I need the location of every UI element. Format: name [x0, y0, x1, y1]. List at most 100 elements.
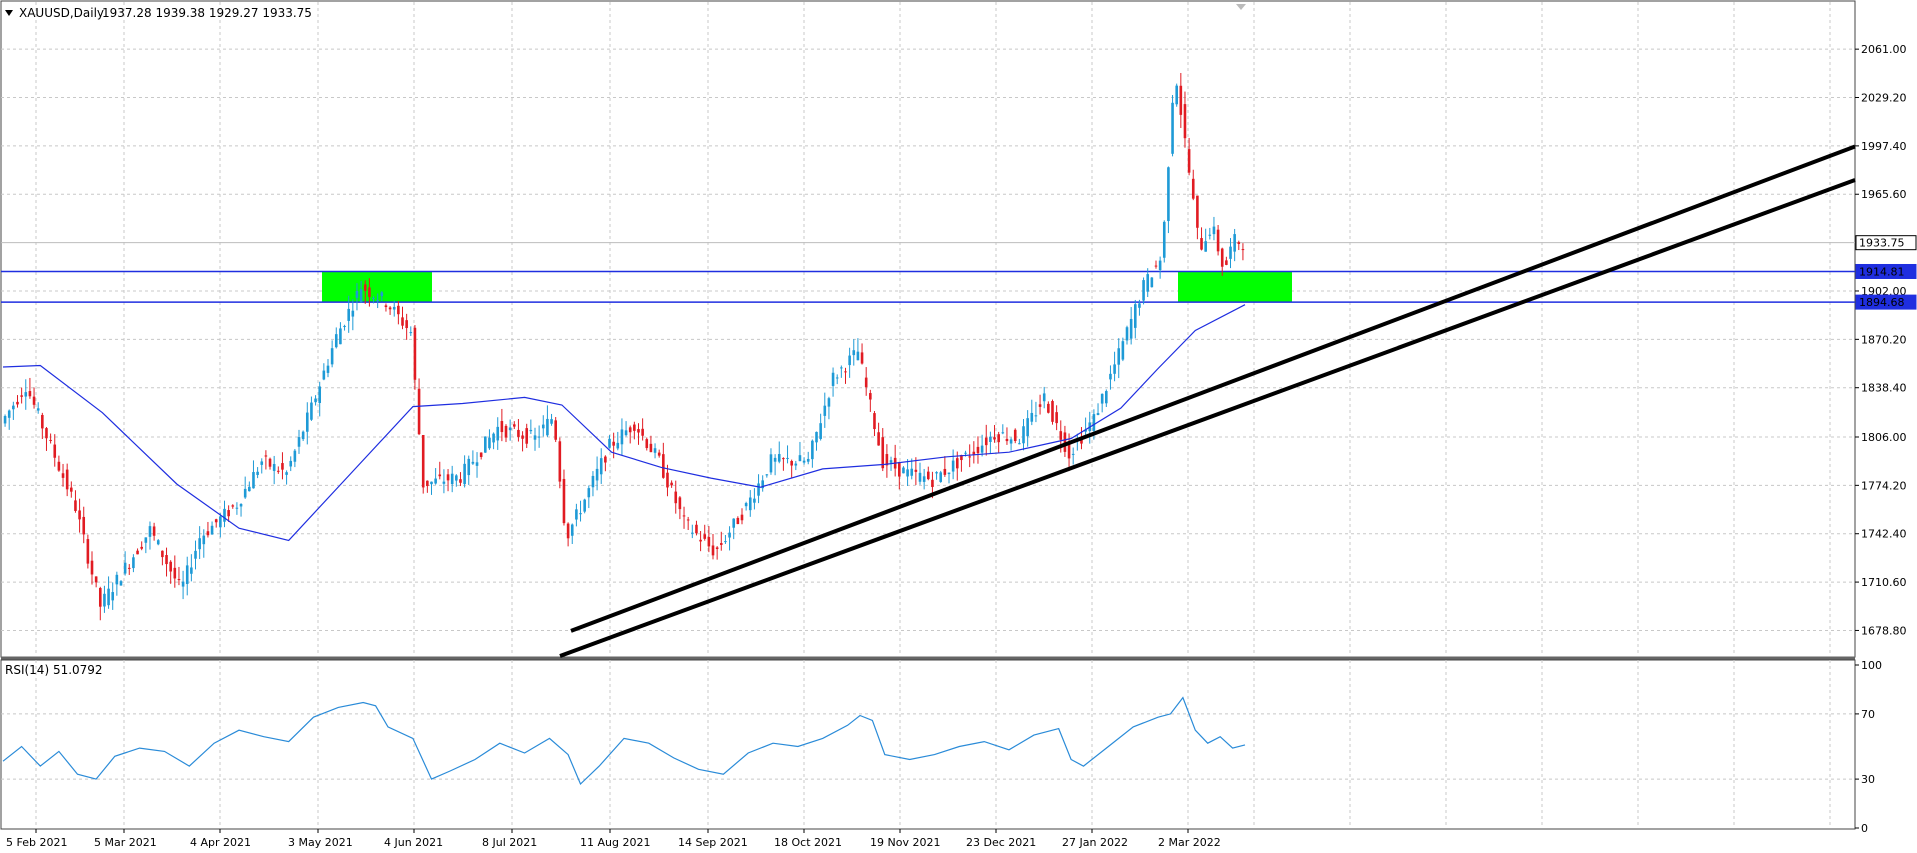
candle-body: [786, 457, 789, 459]
price-tick-label: 1806.00: [1861, 431, 1907, 444]
candle-body: [156, 540, 160, 545]
candle-body: [1055, 412, 1058, 424]
candle-body: [219, 516, 222, 528]
candle-body: [65, 469, 69, 490]
candle-body: [662, 454, 665, 478]
candle-body: [1005, 438, 1009, 442]
collapse-triangle-icon[interactable]: [5, 10, 13, 16]
candle-body: [972, 451, 976, 455]
candle-body: [434, 478, 437, 484]
candle-body: [521, 435, 524, 439]
candle-body: [1080, 437, 1083, 444]
candle-body: [479, 452, 483, 457]
candle-body: [1047, 403, 1050, 413]
candle-body: [1125, 327, 1129, 341]
rsi-tick-label: 100: [1861, 659, 1882, 672]
candle-body: [968, 456, 971, 458]
trendlines[interactable]: [559, 144, 1856, 658]
price-tick-label: 1710.60: [1861, 576, 1907, 589]
support-zone: [322, 271, 432, 303]
candle-body: [392, 306, 396, 310]
candle-body: [148, 526, 152, 537]
candle-body: [1179, 85, 1183, 115]
candle-body: [666, 472, 669, 488]
candle-body: [1105, 391, 1108, 404]
candle-body: [1191, 178, 1195, 199]
candle-body: [616, 442, 620, 449]
candle-body: [1229, 246, 1232, 259]
candle-body: [318, 386, 322, 404]
candle-body: [12, 405, 15, 410]
candle-body: [293, 450, 297, 462]
candle-body: [289, 460, 293, 467]
candle-body: [699, 539, 702, 542]
candle-body: [554, 420, 557, 440]
candle-body: [604, 456, 607, 463]
candle-body: [285, 472, 288, 475]
candle-body: [1233, 234, 1236, 252]
price-tick-label: 1997.40: [1861, 140, 1907, 153]
candle-body: [57, 461, 61, 471]
candle-body: [1241, 249, 1245, 251]
candle-body: [753, 498, 756, 503]
candle-body: [657, 452, 661, 456]
candle-body: [7, 410, 11, 418]
candle-body: [1171, 102, 1174, 154]
candle-body: [898, 462, 901, 477]
candle-body: [562, 478, 566, 524]
candle-body: [1200, 238, 1203, 250]
rsi-panel[interactable]: [0, 659, 1856, 830]
candle-body: [438, 474, 442, 477]
candle-body: [53, 444, 57, 458]
candle-body: [1067, 443, 1071, 459]
candle-body: [272, 463, 276, 471]
candle-body: [301, 431, 305, 440]
candle-body: [1096, 413, 1100, 416]
candle-body: [955, 458, 959, 469]
candle-body: [78, 510, 81, 520]
candle-body: [844, 371, 847, 373]
candle-body: [1109, 373, 1112, 380]
candle-body: [695, 524, 698, 534]
candle-body: [74, 500, 77, 511]
candle-body: [570, 524, 574, 536]
candle-body: [910, 468, 914, 476]
candle-body: [123, 562, 127, 574]
candle-body: [719, 543, 723, 545]
candle-body: [1092, 414, 1096, 431]
candle-body: [239, 503, 243, 507]
date-tick-label: 2 Mar 2022: [1158, 836, 1221, 849]
candle-body: [902, 467, 905, 474]
candle-body: [1018, 443, 1021, 445]
candle-body: [529, 429, 533, 432]
date-tick-label: 4 Jun 2021: [384, 836, 443, 849]
candle-body: [1063, 432, 1067, 452]
candle-body: [98, 588, 102, 607]
candle-body: [384, 305, 388, 308]
candle-body: [231, 505, 235, 507]
trendline: [570, 144, 1856, 633]
candle-body: [322, 370, 326, 380]
candle-body: [198, 538, 201, 550]
price-tick-label: 1870.20: [1861, 333, 1907, 346]
candle-body: [1034, 415, 1038, 417]
candle-body: [541, 424, 545, 429]
candle-body: [1138, 303, 1141, 308]
candle-body: [591, 475, 595, 488]
candle-body: [455, 475, 458, 481]
candle-body: [612, 441, 615, 446]
candle-body: [951, 460, 955, 472]
candle-body: [173, 567, 177, 579]
candle-body: [773, 457, 777, 462]
candle-body: [90, 560, 94, 575]
candle-body: [802, 460, 806, 463]
candle-body: [161, 550, 164, 558]
price-panel[interactable]: [0, 0, 1856, 658]
candle-body: [1225, 260, 1228, 265]
candle-body: [376, 300, 379, 302]
rsi-label: RSI(14) 51.0792: [5, 663, 103, 677]
candle-body: [1022, 426, 1025, 444]
shift-marker-icon[interactable]: [1236, 4, 1246, 10]
candle-body: [136, 550, 139, 555]
